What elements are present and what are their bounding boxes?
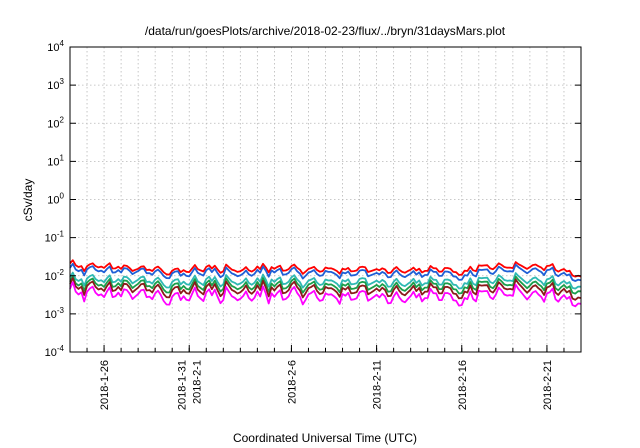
y-tick-label: 103 (47, 77, 64, 92)
series-line (69, 271, 582, 290)
series-line (69, 275, 582, 295)
x-tick-label: 2018-2-16 (457, 360, 469, 410)
series-group (69, 259, 582, 308)
y-axis-label: cSv/day (21, 179, 35, 222)
x-tick-label: 2018-2-6 (286, 360, 298, 404)
x-tick-label: 2018-1-31 (177, 360, 189, 410)
y-tick-label: 10-4 (45, 344, 65, 359)
y-tick-label: 10-2 (45, 268, 65, 283)
y-tick-label: 102 (47, 115, 64, 130)
y-tick-label: 10-3 (45, 306, 65, 321)
x-axis-label: Coordinated Universal Time (UTC) (233, 431, 417, 445)
y-tick-label: 100 (47, 192, 64, 207)
x-tick-label: 2018-2-1 (192, 360, 204, 404)
x-tick-label: 2018-1-26 (99, 360, 111, 410)
grid (70, 46, 581, 353)
y-tick-label: 10-1 (45, 230, 65, 245)
series-line (69, 259, 582, 278)
series-line (69, 277, 582, 301)
x-tick-label: 2018-2-11 (372, 360, 384, 409)
x-tick-label: 2018-2-21 (542, 360, 554, 410)
series-line (69, 262, 582, 282)
chart-title: /data/run/goesPlots/archive/2018-02-23/f… (145, 24, 506, 38)
y-tick-label: 104 (47, 39, 64, 54)
y-axis: 10-4 10-3 10-2 10-1 100 101 102 103 104 (45, 39, 581, 359)
x-axis: 2018-1-26 2018-1-31 2018-2-1 2018-2-6 2018-2… (86, 345, 565, 410)
y-tick-label: 101 (47, 153, 64, 168)
series-line (69, 281, 582, 308)
